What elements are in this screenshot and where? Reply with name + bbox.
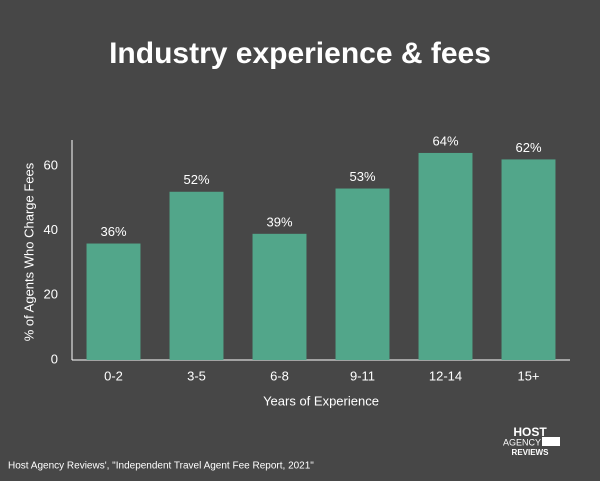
bar	[418, 152, 473, 360]
bar	[252, 233, 307, 360]
logo-icon	[542, 437, 560, 446]
value-label: 64%	[432, 133, 458, 148]
value-label: 52%	[183, 172, 209, 187]
source-note: Host Agency Reviews', "Independent Trave…	[8, 461, 314, 472]
x-tick-label: 15+	[517, 368, 539, 383]
bar	[335, 188, 390, 360]
value-label: 53%	[349, 169, 375, 184]
x-tick-label: 9-11	[350, 368, 375, 383]
chart-title: Industry experience & fees	[109, 37, 491, 70]
x-axis-label: Years of Experience	[263, 393, 379, 408]
x-tick-label: 6-8	[270, 368, 289, 383]
x-tick-label: 3-5	[187, 368, 206, 383]
y-tick-label: 20	[44, 287, 58, 302]
logo: HOST AGENCY REVIEWS	[503, 425, 560, 457]
logo-text: REVIEWS	[512, 448, 550, 457]
logo-text: AGENCY	[503, 437, 541, 447]
value-label: 39%	[266, 214, 292, 229]
value-label: 62%	[515, 140, 541, 155]
bar	[169, 191, 224, 360]
x-tick-label: 12-14	[429, 368, 462, 383]
y-tick-label: 60	[44, 157, 58, 172]
y-axis-label: % of Agents Who Charge Fees	[21, 162, 36, 341]
bar	[86, 243, 141, 360]
x-tick-label: 0-2	[104, 368, 123, 383]
value-label: 36%	[100, 224, 126, 239]
y-tick-label: 0	[51, 351, 58, 366]
y-tick-label: 40	[44, 222, 58, 237]
logo-text: HOST	[513, 425, 547, 439]
bar	[501, 159, 556, 360]
